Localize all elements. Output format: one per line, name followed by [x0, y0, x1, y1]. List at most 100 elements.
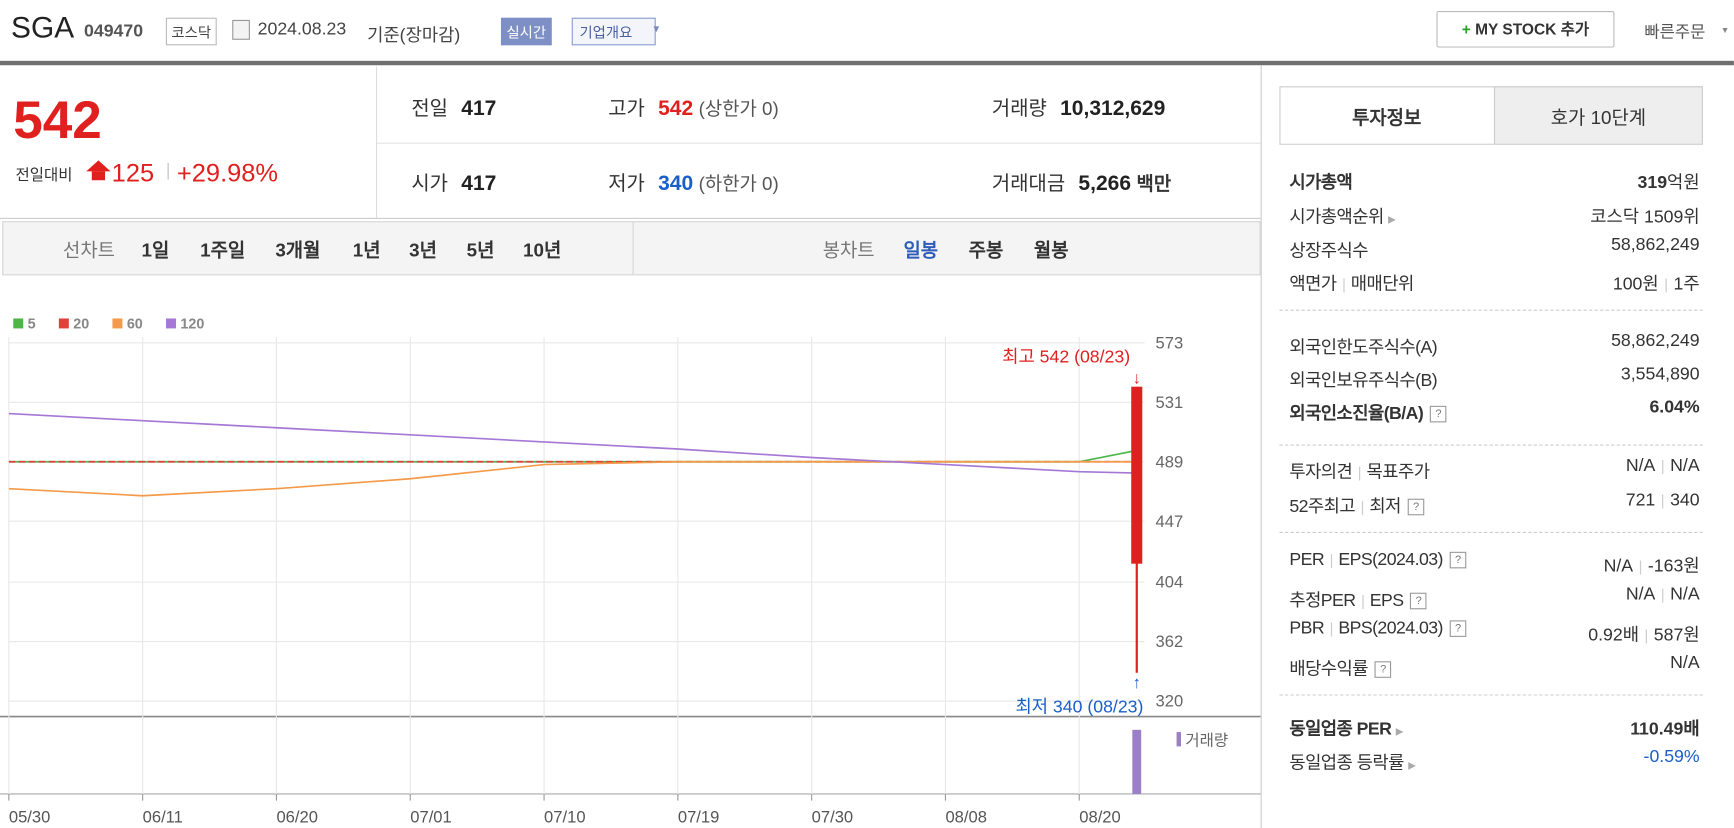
help-icon[interactable]: ? — [1429, 406, 1447, 423]
help-icon[interactable]: ? — [1374, 661, 1392, 679]
info-label: PER | EPS(2024.03)? — [1289, 550, 1467, 571]
legend-swatch — [112, 318, 123, 329]
moving-average-line — [8, 460, 1137, 497]
info-label-part: BPS(2024.03) — [1338, 619, 1443, 639]
info-label: 동일업종 PER ▶ — [1289, 713, 1403, 740]
info-value-part: 587원 — [1653, 625, 1700, 645]
period-option[interactable]: 5년 — [466, 239, 495, 261]
quote-label: 거래량 — [991, 97, 1047, 120]
help-icon[interactable]: ? — [1449, 552, 1467, 569]
x-tick-label: 08/20 — [1079, 808, 1121, 827]
info-label: 외국인소진율(B/A)? — [1289, 398, 1447, 425]
info-label-part: 외국인한도주식수(A) — [1289, 338, 1438, 358]
info-label-part: PBR — [1289, 619, 1325, 639]
change-rate: +29.98% — [176, 158, 279, 187]
period-option[interactable]: 3년 — [409, 239, 437, 261]
legend-swatch — [13, 318, 24, 329]
info-value-part: 110.49배 — [1630, 719, 1700, 739]
period-option[interactable]: 1년 — [352, 239, 381, 261]
info-label-part: 시가총액 — [1289, 173, 1353, 193]
info-value-part: 3,554,890 — [1620, 364, 1700, 384]
y-tick-label: 320 — [1156, 692, 1184, 711]
quote-label: 전일 — [411, 97, 448, 120]
separator: | — [1644, 626, 1649, 644]
market-badge: 코스닥 — [165, 17, 217, 46]
period-option[interactable]: 일봉 — [903, 239, 939, 261]
x-tick-label: 06/11 — [143, 808, 183, 827]
period-bar — [2, 221, 1261, 276]
quote-divider — [377, 142, 1261, 144]
x-tick-label: 08/08 — [945, 808, 987, 827]
my-stock-label: MY STOCK 추가 — [1475, 19, 1590, 38]
separator: | — [165, 161, 171, 181]
info-value-part: -163원 — [1647, 557, 1700, 577]
overview-button[interactable]: 기업개요 — [571, 17, 656, 46]
info-value: 58,862,249 — [1371, 236, 1700, 256]
my-stock-button[interactable]: + MY STOCK 추가 — [1436, 11, 1615, 48]
info-label-part: 액면가 — [1289, 275, 1337, 295]
info-value: 코스닥 1509위 — [1371, 201, 1699, 228]
info-value-part: 6.04% — [1649, 398, 1700, 417]
period-option[interactable]: 1주일 — [200, 239, 246, 261]
more-arrow: ▶ — [1395, 725, 1404, 737]
tab[interactable]: 투자정보 — [1352, 107, 1422, 129]
info-label: 동일업종 등락률 ▶ — [1289, 748, 1416, 775]
line-chart-label: 선차트 — [63, 239, 115, 261]
volume-label: 거래량 — [1185, 731, 1228, 749]
quote-label: 고가 — [608, 97, 645, 120]
info-value-part: N/A — [1670, 584, 1700, 604]
info-label: 추정PER | EPS? — [1289, 585, 1427, 612]
stock-name: SGA — [11, 11, 75, 45]
x-tick-label: 07/19 — [678, 808, 720, 827]
info-value: 6.04% — [1371, 398, 1699, 418]
info-label: 상장주식수 — [1289, 236, 1368, 263]
info-label-part: 52주최고 — [1289, 497, 1356, 517]
section-separator — [1279, 531, 1703, 533]
section-separator — [1279, 309, 1703, 311]
quick-order[interactable]: 빠른주문 — [1644, 23, 1706, 43]
separator: | — [1664, 276, 1668, 294]
help-icon[interactable]: ? — [1407, 499, 1425, 516]
x-tick-label: 05/30 — [9, 808, 50, 827]
quote-label: 저가 — [608, 172, 645, 195]
up-arrow — [86, 160, 111, 172]
separator: | — [1660, 492, 1665, 509]
info-value-part: 1주 — [1673, 275, 1700, 295]
info-label-part: 시가총액순위 — [1289, 207, 1384, 227]
realtime-button[interactable]: 실시간 — [500, 17, 552, 46]
info-label-part: 배당수익률 — [1289, 660, 1368, 679]
period-option[interactable]: 주봉 — [968, 239, 1004, 261]
info-value-part: -0.59% — [1643, 747, 1700, 767]
more-arrow: ▶ — [1408, 759, 1416, 771]
info-label-part: EPS(2024.03) — [1338, 550, 1443, 570]
x-tick-label: 06/20 — [276, 808, 318, 827]
info-value: 58,862,249 — [1371, 332, 1700, 352]
up-arrow-stem — [91, 171, 106, 181]
quote-item: 거래량 10,312,629 — [992, 93, 1165, 122]
basis: 기준(장마감) — [367, 26, 461, 46]
tab[interactable]: 호가 10단계 — [1550, 107, 1647, 129]
period-option[interactable]: 10년 — [523, 239, 562, 261]
period-option[interactable]: 3개월 — [275, 239, 321, 261]
separator: | — [1361, 592, 1365, 610]
info-label-part: 외국인보유주식수(B) — [1289, 371, 1438, 391]
period-option[interactable]: 월봉 — [1033, 239, 1069, 261]
volume-legend-swatch — [1176, 732, 1181, 747]
change: 125 — [111, 158, 155, 187]
quote-value: 340 — [658, 172, 694, 196]
high-annotation: 최고 542 (08/23) — [1002, 346, 1130, 366]
help-icon[interactable]: ? — [1449, 620, 1467, 638]
info-value: 3,554,890 — [1371, 364, 1700, 385]
info-value-part: 코스닥 1509위 — [1590, 207, 1700, 227]
price-box — [0, 66, 378, 218]
separator: | — [1638, 558, 1643, 576]
quote-value: 10,312,629 — [1060, 97, 1166, 121]
period-option[interactable]: 1일 — [141, 239, 170, 261]
info-value-part: 0.92배 — [1588, 625, 1640, 645]
help-icon[interactable]: ? — [1410, 593, 1427, 610]
info-label-part: 추정PER — [1289, 591, 1356, 611]
y-tick-label: 489 — [1156, 452, 1184, 471]
info-label-part: EPS — [1369, 591, 1404, 611]
